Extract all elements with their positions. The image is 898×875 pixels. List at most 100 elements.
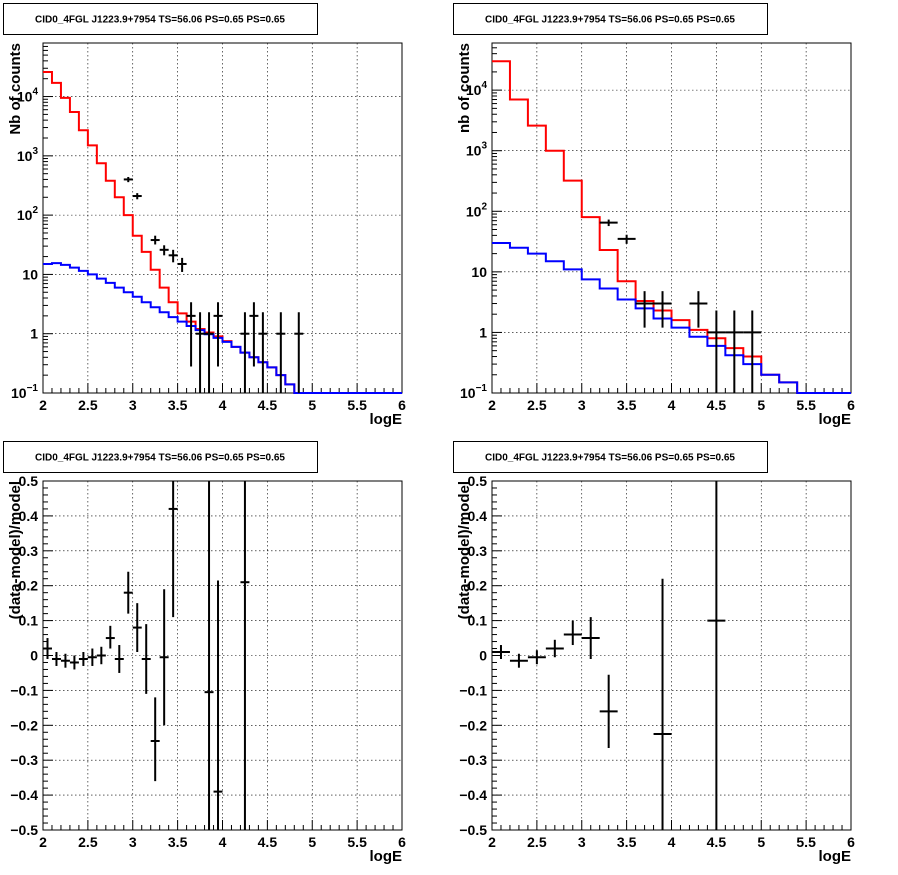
x-tick-label: 4.5 (707, 834, 727, 850)
data-point (492, 645, 510, 659)
x-tick-label: 6 (847, 834, 855, 850)
series-2-step-line (492, 241, 851, 394)
x-tick-label: 6 (398, 834, 406, 850)
chart-title-box (453, 441, 768, 473)
x-tick-label: 4.5 (258, 397, 278, 413)
data-point (204, 312, 214, 393)
chart-2: CID0_4FGL J1223.9+7954 TS=56.06 PS=0.65 … (453, 3, 855, 428)
y-tick-label: 102 (466, 201, 488, 219)
x-tick-label: 4.5 (707, 397, 727, 413)
x-tick-label: 2 (488, 834, 496, 850)
x-tick-label: 3 (129, 397, 137, 413)
y-tick-label: 0.3 (19, 543, 39, 559)
data-point (60, 653, 70, 668)
data-point (725, 310, 744, 393)
y-tick-label: −0.5 (459, 822, 487, 838)
data-point (563, 620, 582, 646)
data-point (635, 291, 654, 328)
data-point (51, 652, 61, 666)
x-tick-label: 3.5 (617, 834, 637, 850)
y-tick-label: 0.4 (19, 508, 39, 524)
data-point (78, 652, 88, 666)
data-point (653, 291, 672, 328)
x-tick-label: 5.5 (347, 834, 367, 850)
y-tick-label: −0.2 (10, 717, 38, 733)
x-tick-label: 3 (129, 834, 137, 850)
x-tick-label: 3 (578, 834, 586, 850)
data-point (114, 645, 124, 673)
data-point (123, 571, 133, 614)
data-point (599, 219, 618, 227)
data-point (123, 176, 133, 183)
x-tick-label: 2 (488, 397, 496, 413)
data-point (96, 646, 106, 665)
data-point (141, 624, 151, 694)
data-point (213, 580, 223, 830)
y-tick-label: 0.2 (19, 578, 39, 594)
data-point (653, 578, 672, 830)
x-tick-label: 5 (308, 834, 316, 850)
y-tick-label: −0.4 (10, 787, 38, 803)
y-tick-label: 103 (466, 141, 488, 159)
data-point (509, 653, 528, 668)
x-axis-label: logE (819, 411, 852, 428)
x-tick-label: 5.5 (796, 834, 816, 850)
x-tick-label: 2 (39, 397, 47, 413)
chart-title-box (3, 3, 318, 35)
data-point (159, 245, 169, 256)
x-axis-label: logE (819, 848, 852, 865)
x-tick-label: 2.5 (527, 397, 547, 413)
data-point (545, 639, 564, 658)
y-tick-label: 0.1 (19, 613, 39, 629)
y-tick-label: 10−1 (460, 383, 487, 401)
data-point (87, 648, 97, 666)
y-tick-label: 0.1 (468, 613, 488, 629)
y-tick-label: −0.1 (459, 682, 487, 698)
y-tick-label: −0.3 (459, 752, 487, 768)
y-tick-label: −0.3 (10, 752, 38, 768)
y-tick-label: 102 (17, 205, 39, 223)
series-2-step-line (43, 262, 402, 394)
y-tick-label: −0.2 (459, 717, 487, 733)
x-axis-label: logE (370, 411, 403, 428)
y-tick-label: 103 (17, 146, 39, 164)
x-tick-label: 2.5 (78, 397, 98, 413)
data-point (294, 312, 304, 393)
data-point (258, 312, 268, 393)
x-tick-label: 3.5 (168, 834, 188, 850)
y-tick-label: −0.4 (459, 787, 487, 803)
x-tick-label: 2 (39, 834, 47, 850)
x-tick-label: 5.5 (347, 397, 367, 413)
x-tick-label: 4.5 (258, 834, 278, 850)
y-axis-label: Nb of counts (7, 43, 24, 135)
y-tick-label: 104 (466, 80, 488, 98)
y-tick-label: 10−1 (11, 383, 38, 401)
data-point (132, 603, 142, 653)
y-tick-label: 0.2 (468, 578, 488, 594)
data-point (276, 312, 286, 393)
data-point (195, 312, 205, 393)
data-point (617, 234, 636, 244)
data-point (186, 302, 196, 367)
x-tick-label: 3.5 (168, 397, 188, 413)
data-point (105, 625, 115, 649)
y-tick-label: −0.5 (10, 822, 38, 838)
y-tick-label: 0 (30, 648, 38, 664)
y-tick-label: −0.1 (10, 682, 38, 698)
x-tick-label: 5 (757, 397, 765, 413)
y-axis-label: nb of counts (456, 43, 473, 133)
x-tick-label: 6 (847, 397, 855, 413)
y-tick-label: 10 (22, 266, 38, 282)
data-point (150, 697, 160, 782)
x-tick-label: 4 (668, 397, 676, 413)
x-tick-label: 2.5 (78, 834, 98, 850)
data-point (159, 589, 169, 726)
y-tick-label: 0 (479, 648, 487, 664)
chart-title: CID0_4FGL J1223.9+7954 TS=56.06 PS=0.65 … (485, 453, 735, 464)
data-point (249, 302, 259, 367)
data-point (743, 310, 762, 393)
y-tick-label: 1 (479, 324, 487, 340)
chart-title: CID0_4FGL J1223.9+7954 TS=56.06 PS=0.65 … (35, 15, 285, 26)
data-point (177, 257, 187, 272)
